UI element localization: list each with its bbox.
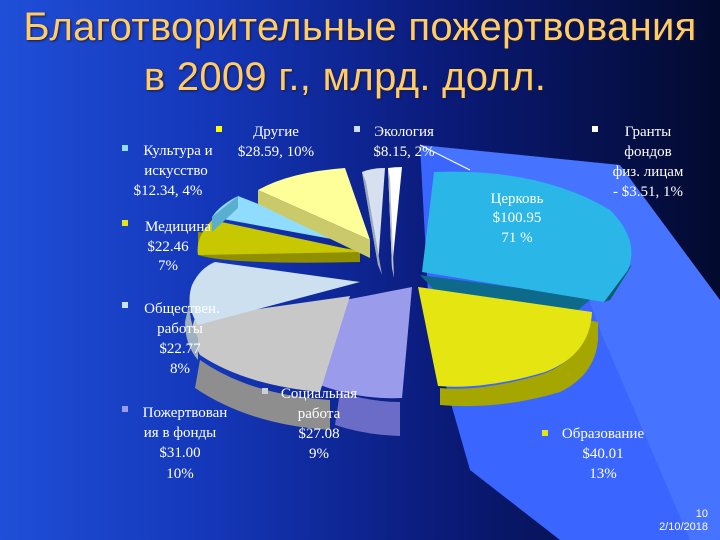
label-grants-name-1: Гранты bbox=[625, 124, 672, 140]
label-social-percent: 9% bbox=[309, 446, 329, 462]
slice-other-top bbox=[258, 168, 370, 240]
slice-church-top bbox=[422, 171, 632, 302]
slice-medicine-top bbox=[197, 220, 362, 255]
label-other-amount: $28.59, 10% bbox=[238, 144, 314, 160]
legend-marker-public bbox=[122, 302, 128, 308]
legend-marker-education bbox=[542, 430, 548, 436]
label-church-percent: 71 % bbox=[501, 230, 532, 246]
label-grants-amount: - $3.51, 1% bbox=[613, 184, 683, 200]
slide-footer: 10 2/10/2018 bbox=[659, 508, 708, 534]
label-culture-name-1: Культура и bbox=[143, 143, 212, 159]
label-funds-name-2: ия в фонды bbox=[144, 425, 216, 441]
legend-marker-social bbox=[262, 388, 268, 394]
label-funds-amount: $31.00 bbox=[159, 445, 200, 461]
label-culture-amount: $12.34, 4% bbox=[134, 183, 203, 199]
legend-marker-grants bbox=[592, 126, 598, 132]
slide-date: 2/10/2018 bbox=[659, 521, 708, 533]
label-grants-name-2: фондов bbox=[624, 144, 671, 160]
label-public-amount: $22.77 bbox=[159, 341, 201, 357]
slice-education bbox=[418, 287, 598, 407]
legend-marker-culture bbox=[122, 145, 128, 151]
label-education-name: Образование bbox=[562, 426, 645, 442]
label-public-name-1: Обществен. bbox=[144, 301, 220, 317]
label-other-name: Другие bbox=[253, 124, 299, 140]
slice-grants bbox=[388, 167, 402, 278]
label-church-amount: $100.95 bbox=[493, 210, 542, 226]
label-social-name-2: работа bbox=[298, 406, 341, 422]
label-public-name-2: работы bbox=[157, 321, 203, 337]
label-public-percent: 8% bbox=[170, 361, 190, 377]
label-medicine-name: Медицина bbox=[145, 219, 211, 235]
slice-funds bbox=[192, 296, 350, 430]
label-medicine-percent: 7% bbox=[158, 258, 178, 274]
label-education-amount: $40.01 bbox=[582, 446, 623, 462]
label-social-amount: $27.08 bbox=[298, 426, 339, 442]
legend-marker-other bbox=[216, 126, 222, 132]
label-culture-name-2: искусство bbox=[144, 163, 208, 179]
legend-marker-funds bbox=[122, 406, 128, 412]
label-church-name: Церковь bbox=[491, 191, 544, 207]
title-line-1: Благотворительные пожертвования bbox=[23, 5, 697, 49]
label-ecology-name: Экология bbox=[374, 124, 434, 140]
slice-ecology bbox=[362, 168, 385, 275]
label-social-name-1: Социальная bbox=[281, 386, 357, 402]
slice-public bbox=[185, 262, 360, 360]
label-funds-name-1: Пожертвован bbox=[143, 405, 228, 421]
slice-medicine bbox=[197, 220, 362, 263]
slice-funds-top bbox=[192, 296, 350, 392]
label-ecology-amount: $8.15, 2% bbox=[373, 144, 434, 160]
label-funds-percent: 10% bbox=[166, 466, 194, 482]
title-line-2: в 2009 г., млрд. долл. bbox=[143, 55, 547, 99]
slice-education-top bbox=[418, 287, 592, 387]
background-highlight-band bbox=[420, 145, 720, 540]
legend-marker-ecology bbox=[354, 126, 360, 132]
legend-marker-medicine bbox=[122, 220, 128, 226]
label-education-percent: 13% bbox=[589, 466, 617, 482]
page-number: 10 bbox=[695, 508, 708, 520]
slice-public-top bbox=[189, 262, 360, 325]
label-medicine-amount: $22.46 bbox=[147, 239, 189, 255]
slide-title: Благотворительные пожертвования в 2009 г… bbox=[0, 2, 720, 102]
label-grants-name-3: физ. лицам bbox=[613, 164, 684, 180]
slice-other bbox=[258, 168, 370, 258]
ecology-leader-line bbox=[419, 144, 471, 171]
